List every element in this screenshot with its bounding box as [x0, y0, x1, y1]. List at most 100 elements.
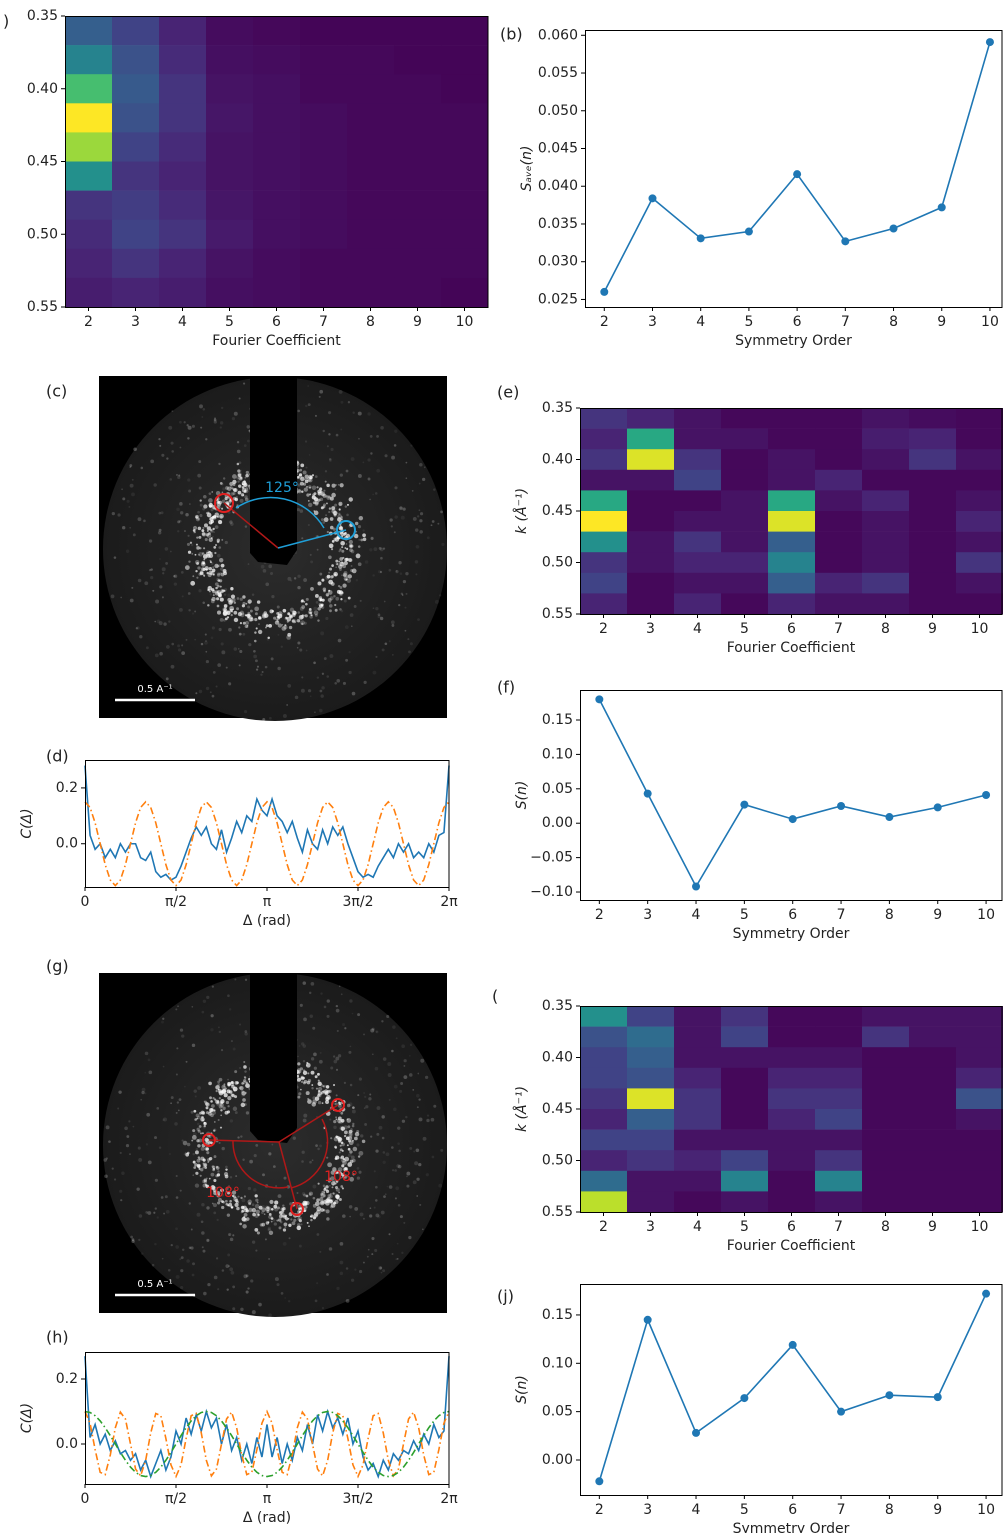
speckle — [200, 1146, 205, 1151]
speckle — [316, 486, 319, 489]
speckle — [221, 1146, 225, 1151]
speckle — [291, 619, 295, 623]
speckle — [326, 530, 329, 534]
speckle — [296, 475, 300, 479]
speckle — [154, 653, 159, 658]
speckle — [354, 1131, 360, 1137]
speckle — [215, 544, 217, 546]
heatmap-cell — [674, 1191, 722, 1213]
heatmap-cell — [909, 531, 957, 553]
speckle — [307, 1072, 310, 1075]
x-axis-label: Symmetry Order — [735, 333, 852, 349]
speckle — [230, 1093, 234, 1097]
speckle — [315, 1201, 320, 1207]
speckle — [192, 525, 198, 531]
speckle — [419, 1203, 422, 1206]
speckle — [243, 1075, 246, 1079]
speckle — [178, 1098, 182, 1102]
speckle — [181, 1034, 185, 1038]
speckle — [275, 618, 277, 621]
speckle — [329, 1118, 332, 1121]
speckle — [342, 1158, 345, 1161]
speckle — [423, 466, 426, 469]
heatmap-cell — [721, 1006, 769, 1027]
speckle — [196, 1139, 200, 1143]
speckle — [288, 625, 293, 630]
heatmap-cell — [627, 593, 675, 615]
speckle — [339, 1271, 344, 1276]
speckle — [339, 526, 343, 530]
speckle — [225, 666, 228, 669]
speckle — [330, 447, 334, 452]
speckle — [320, 491, 326, 497]
speckle — [128, 505, 131, 508]
speckle — [300, 1077, 303, 1080]
speckle — [179, 1189, 182, 1192]
diffraction-image: 125°0.5 A⁻¹ — [99, 376, 447, 721]
x-tick-label: 6 — [787, 621, 796, 637]
speckle — [302, 1081, 306, 1085]
x-axis-label: Fourier Coefficient — [212, 333, 341, 349]
heatmap-cell — [580, 1047, 628, 1069]
speckle — [258, 616, 262, 620]
speckle — [311, 474, 315, 477]
speckle — [170, 664, 175, 669]
speckle — [362, 537, 367, 542]
speckle — [335, 1194, 340, 1199]
speckle — [371, 1253, 374, 1256]
speckle — [306, 1221, 309, 1224]
heatmap-cell — [206, 132, 254, 162]
speckle — [335, 596, 340, 601]
speckle — [308, 454, 311, 456]
heatmap-cell — [956, 490, 1003, 512]
speckle — [244, 495, 248, 499]
speckle — [191, 1139, 194, 1142]
speckle — [217, 584, 220, 588]
heatmap-cell — [394, 248, 442, 279]
speckle — [198, 589, 202, 593]
speckle — [226, 1213, 231, 1217]
speckle — [325, 514, 328, 517]
y-tick-label: 0.15 — [542, 712, 573, 728]
speckle — [322, 1184, 326, 1188]
heatmap-cell — [956, 1067, 1003, 1089]
x-tick-label: 7 — [834, 621, 843, 637]
speckle — [164, 547, 169, 551]
speckle — [300, 1088, 302, 1091]
speckle — [293, 577, 297, 580]
speckle — [214, 525, 219, 529]
speckle — [358, 538, 361, 541]
heatmap-cell — [347, 219, 395, 250]
speckle — [404, 606, 407, 609]
speckle — [329, 567, 333, 571]
speckle — [422, 1136, 427, 1141]
speckle — [430, 524, 433, 527]
speckle — [192, 1160, 196, 1164]
y-tick-label: 0.45 — [542, 1101, 573, 1117]
speckle — [246, 1209, 249, 1213]
speckle — [200, 1220, 204, 1224]
heatmap-cell — [394, 161, 442, 191]
speckle — [201, 529, 205, 533]
speckle — [310, 982, 315, 986]
speckle — [312, 501, 316, 505]
heatmap-cell — [674, 1109, 722, 1130]
speckle — [255, 668, 259, 671]
speckle — [342, 681, 346, 685]
speckle — [202, 554, 208, 559]
speckle — [201, 1231, 205, 1235]
speckle — [325, 593, 329, 597]
heatmap-cell — [627, 1006, 675, 1027]
heatmap-cell — [815, 449, 863, 471]
x-tick-label: 2π — [440, 894, 458, 910]
speckle — [299, 1216, 302, 1220]
speckle — [247, 614, 250, 617]
speckle — [396, 1242, 399, 1245]
speckle — [205, 1106, 209, 1110]
speckle — [329, 525, 334, 530]
speckle — [382, 547, 386, 550]
speckle — [323, 1089, 329, 1095]
speckle — [223, 1083, 226, 1086]
speckle — [217, 1201, 221, 1205]
speckle — [230, 1270, 235, 1275]
